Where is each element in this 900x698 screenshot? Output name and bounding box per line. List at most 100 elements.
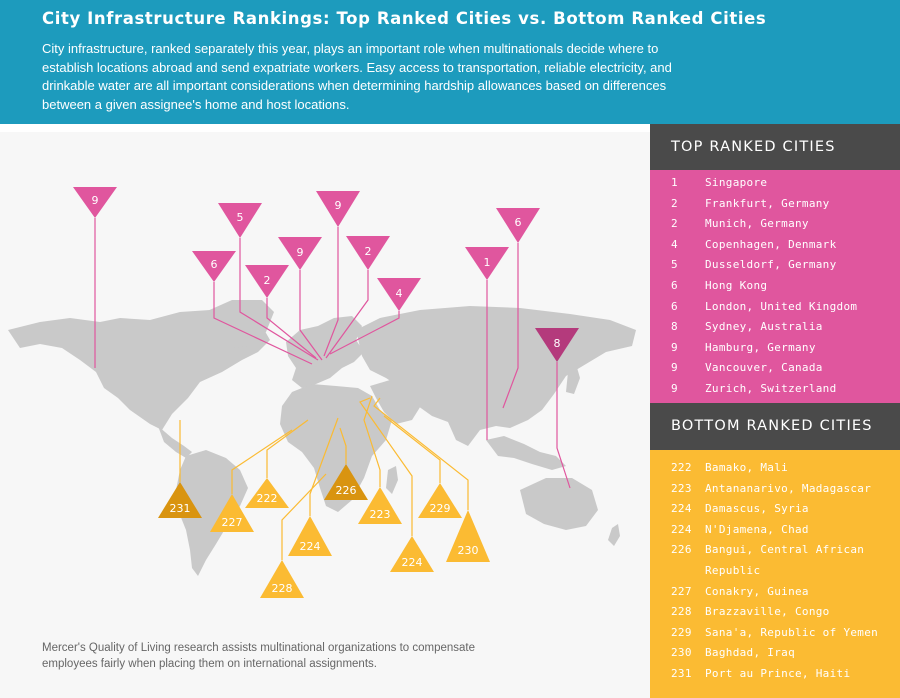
city-name: Dusseldorf, Germany xyxy=(705,258,837,272)
svg-text:9: 9 xyxy=(335,199,342,212)
rank-number: 227 xyxy=(671,584,692,598)
rank-number: 9 xyxy=(671,361,678,375)
city-name: Singapore xyxy=(705,176,768,189)
svg-text:229: 229 xyxy=(430,502,451,515)
top-pin-highlight: 8 xyxy=(535,328,579,362)
intro-paragraph: City infrastructure, ranked separately t… xyxy=(42,41,672,112)
city-name: Damascus, Syria xyxy=(705,502,809,516)
city-name: London, United Kingdom xyxy=(705,299,858,313)
list-item: 228 Brazzaville, Congo xyxy=(650,602,900,623)
svg-text:226: 226 xyxy=(336,484,357,497)
svg-text:223: 223 xyxy=(370,508,391,521)
city-name: Frankfurt, Germany xyxy=(705,196,830,210)
continent-madagascar xyxy=(386,466,398,494)
rank-number: 222 xyxy=(671,461,692,474)
connector-line xyxy=(266,298,317,359)
top-pins: 9 5 9 6 2 9 2 xyxy=(73,187,579,362)
rank-number: 1 xyxy=(671,176,678,189)
city-name: Baghdad, Iraq xyxy=(705,646,795,660)
page-title: City Infrastructure Rankings: Top Ranked… xyxy=(42,9,767,28)
list-item: 5 Dusseldorf, Germany xyxy=(650,255,900,276)
city-name: Antananarivo, Madagascar xyxy=(705,481,872,495)
city-name: Copenhagen, Denmark xyxy=(705,237,837,251)
svg-text:8: 8 xyxy=(554,337,561,350)
top-pin: 2 xyxy=(346,236,390,270)
bottom-pin: 224 xyxy=(288,516,332,556)
svg-text:1: 1 xyxy=(484,256,491,269)
rank-number: 9 xyxy=(671,381,678,395)
rank-number: 230 xyxy=(671,646,692,660)
continent-japan xyxy=(566,364,580,394)
rank-number: 224 xyxy=(671,502,692,516)
svg-text:5: 5 xyxy=(237,211,244,224)
city-name: N'Djamena, Chad xyxy=(705,522,809,536)
svg-text:224: 224 xyxy=(300,540,321,553)
list-item: 8 Sydney, Australia xyxy=(650,317,900,338)
continent-south-america xyxy=(176,450,248,576)
connector-line xyxy=(556,362,571,489)
city-name: Bangui, Central African Republic xyxy=(705,543,865,577)
rank-number: 224 xyxy=(671,522,692,536)
top-pin: 9 xyxy=(316,191,360,227)
top-ranked-heading: TOP RANKED CITIES xyxy=(650,124,900,170)
svg-text:224: 224 xyxy=(402,556,423,569)
list-item: 4 Copenhagen, Denmark xyxy=(650,235,900,256)
city-name: Sydney, Australia xyxy=(705,320,823,334)
rank-number: 5 xyxy=(671,258,678,272)
bottom-pin-highlight: 231 xyxy=(158,482,202,518)
list-item: 231 Port au Prince, Haiti xyxy=(650,664,900,685)
rank-number: 6 xyxy=(671,299,678,313)
rank-number: 223 xyxy=(671,481,692,495)
map-backdrop-edge xyxy=(0,124,650,132)
city-name: Brazzaville, Congo xyxy=(705,605,830,619)
top-pin: 2 xyxy=(245,265,289,298)
connector-line xyxy=(266,419,309,478)
continent-new-zealand xyxy=(608,524,620,546)
svg-text:230: 230 xyxy=(458,544,479,557)
rank-number: 4 xyxy=(671,237,678,251)
city-name: Munich, Germany xyxy=(705,217,809,231)
list-item: 222 Bamako, Mali xyxy=(650,458,900,479)
top-pin: 4 xyxy=(377,278,421,311)
connector-line xyxy=(325,270,369,359)
svg-text:4: 4 xyxy=(396,287,403,300)
bottom-ranked-heading: BOTTOM RANKED CITIES xyxy=(650,403,900,450)
city-name: Hong Kong xyxy=(705,278,768,292)
top-pin: 9 xyxy=(73,187,117,218)
list-item: 1 Singapore xyxy=(650,173,900,194)
top-pin: 9 xyxy=(278,237,322,270)
svg-text:2: 2 xyxy=(264,274,271,287)
top-pin: 6 xyxy=(192,251,236,282)
connector-line xyxy=(231,429,293,494)
footnote: Mercer's Quality of Living research assi… xyxy=(42,642,476,670)
list-item: 227 Conakry, Guinea xyxy=(650,582,900,603)
city-name: Port au Prince, Haiti xyxy=(705,666,851,680)
svg-text:231: 231 xyxy=(170,502,191,515)
svg-text:227: 227 xyxy=(222,516,243,529)
connector-line xyxy=(339,427,347,464)
svg-text:228: 228 xyxy=(272,582,293,595)
connector-line xyxy=(239,238,319,361)
rank-number: 2 xyxy=(671,196,678,210)
top-ranked-list: 1 Singapore 2 Frankfurt, Germany 2 Munich, … xyxy=(650,170,900,403)
top-pin: 1 xyxy=(465,247,509,280)
bottom-ranked-list: 222 Bamako, Mali 223 Antananarivo, Madagas… xyxy=(650,450,900,698)
bottom-pin: 223 xyxy=(358,487,402,524)
continents xyxy=(8,300,636,576)
svg-text:9: 9 xyxy=(92,194,99,207)
list-item: 6 London, United Kingdom xyxy=(650,297,900,318)
connector-line xyxy=(309,417,339,516)
world-map-area: 9 5 9 6 2 9 2 xyxy=(0,124,650,698)
svg-text:6: 6 xyxy=(211,258,218,271)
list-item: 229 Sana'a, Republic of Yemen xyxy=(650,623,900,644)
bottom-pin: 224 xyxy=(390,536,434,572)
connector-line xyxy=(502,243,519,409)
list-item: 2 Frankfurt, Germany xyxy=(650,194,900,215)
continent-southeast-asia xyxy=(486,436,566,470)
rank-number: 229 xyxy=(671,625,692,639)
list-item: 226 Bangui, Central African Republic xyxy=(650,540,900,581)
top-pin: 5 xyxy=(218,203,262,238)
bottom-pin: 227 xyxy=(210,494,254,532)
connector-line xyxy=(383,415,441,483)
connector-line xyxy=(359,397,413,536)
